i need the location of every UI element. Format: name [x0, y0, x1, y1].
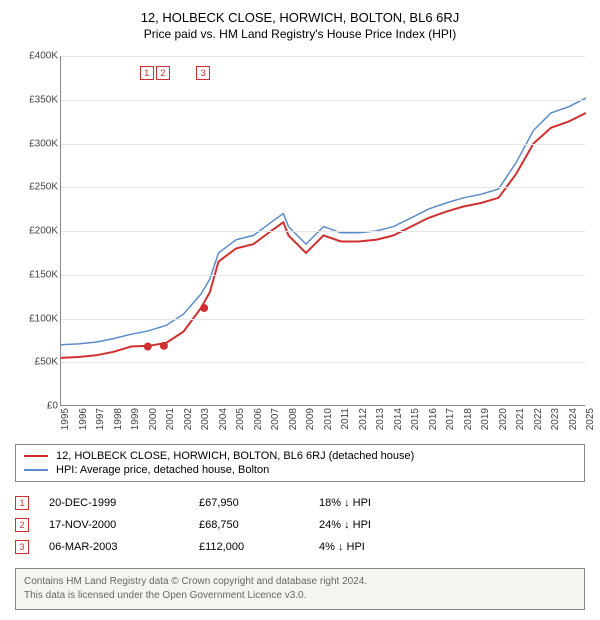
gridline: [61, 100, 585, 101]
legend-item: HPI: Average price, detached house, Bolt…: [24, 463, 576, 477]
x-tick-label: 2005: [235, 408, 246, 430]
x-tick-label: 2013: [375, 408, 386, 430]
x-tick-label: 2007: [270, 408, 281, 430]
marker-dot: [160, 342, 168, 350]
x-tick-label: 2002: [183, 408, 194, 430]
marker-label: 3: [196, 66, 210, 80]
transaction-date: 17-NOV-2000: [49, 519, 199, 531]
x-tick-label: 2019: [480, 408, 491, 430]
x-tick-label: 1996: [78, 408, 89, 430]
x-tick-label: 2024: [568, 408, 579, 430]
x-tick-label: 2010: [323, 408, 334, 430]
y-tick-label: £0: [47, 401, 58, 412]
transaction-diff: 4% ↓ HPI: [319, 541, 419, 553]
x-tick-label: 2018: [463, 408, 474, 430]
x-tick-label: 2025: [585, 408, 596, 430]
x-tick-label: 1999: [130, 408, 141, 430]
chart-title: 12, HOLBECK CLOSE, HORWICH, BOLTON, BL6 …: [15, 10, 585, 25]
x-tick-label: 2023: [550, 408, 561, 430]
x-tick-label: 2020: [498, 408, 509, 430]
legend-label: HPI: Average price, detached house, Bolt…: [56, 464, 269, 476]
y-tick-label: £400K: [29, 51, 58, 62]
transaction-price: £68,750: [199, 519, 319, 531]
chart-container: 12, HOLBECK CLOSE, HORWICH, BOLTON, BL6 …: [0, 0, 600, 620]
marker-label: 2: [156, 66, 170, 80]
series-property: [61, 113, 586, 358]
x-tick-label: 2011: [340, 408, 351, 430]
legend: 12, HOLBECK CLOSE, HORWICH, BOLTON, BL6 …: [15, 444, 585, 482]
x-tick-label: 2004: [218, 408, 229, 430]
attribution-footer: Contains HM Land Registry data © Crown c…: [15, 568, 585, 610]
legend-swatch: [24, 469, 48, 471]
footer-line-1: Contains HM Land Registry data © Crown c…: [24, 575, 576, 589]
series-hpi: [61, 98, 586, 345]
x-tick-label: 2008: [288, 408, 299, 430]
x-tick-label: 2012: [358, 408, 369, 430]
x-tick-label: 2021: [515, 408, 526, 430]
gridline: [61, 56, 585, 57]
y-tick-label: £50K: [35, 357, 58, 368]
y-tick-label: £150K: [29, 269, 58, 280]
y-tick-label: £350K: [29, 94, 58, 105]
marker-dot: [200, 304, 208, 312]
gridline: [61, 275, 585, 276]
transaction-date: 06-MAR-2003: [49, 541, 199, 553]
plot-area: [60, 56, 585, 406]
x-axis: 1995 1996 1997 1998 1999 2000 2001 2002 2003 2004…: [60, 406, 585, 436]
legend-label: 12, HOLBECK CLOSE, HORWICH, BOLTON, BL6 …: [56, 450, 414, 462]
x-tick-label: 2000: [148, 408, 159, 430]
x-tick-label: 1997: [95, 408, 106, 430]
y-tick-label: £250K: [29, 182, 58, 193]
chart-area: £0£50K£100K£150K£200K£250K£300K£350K£400…: [15, 56, 585, 436]
x-tick-label: 2015: [410, 408, 421, 430]
transaction-row: 3 06-MAR-2003£112,0004% ↓ HPI: [15, 536, 585, 558]
x-tick-label: 1998: [113, 408, 124, 430]
marker-dot: [144, 343, 152, 351]
x-tick-label: 2014: [393, 408, 404, 430]
footer-line-2: This data is licensed under the Open Gov…: [24, 589, 576, 603]
x-tick-label: 2017: [445, 408, 456, 430]
chart-subtitle: Price paid vs. HM Land Registry's House …: [15, 27, 585, 41]
y-tick-label: £300K: [29, 138, 58, 149]
y-tick-label: £100K: [29, 313, 58, 324]
transaction-index: 1: [15, 496, 29, 510]
marker-label: 1: [140, 66, 154, 80]
transaction-row: 2 17-NOV-2000£68,75024% ↓ HPI: [15, 514, 585, 536]
transactions-table: 1 20-DEC-1999£67,95018% ↓ HPI 2 17-NOV-2000…: [15, 492, 585, 558]
x-tick-label: 2003: [200, 408, 211, 430]
transaction-row: 1 20-DEC-1999£67,95018% ↓ HPI: [15, 492, 585, 514]
transaction-date: 20-DEC-1999: [49, 497, 199, 509]
transaction-price: £112,000: [199, 541, 319, 553]
legend-item: 12, HOLBECK CLOSE, HORWICH, BOLTON, BL6 …: [24, 449, 576, 463]
x-tick-label: 2022: [533, 408, 544, 430]
gridline: [61, 231, 585, 232]
transaction-index: 3: [15, 540, 29, 554]
transaction-diff: 18% ↓ HPI: [319, 497, 419, 509]
gridline: [61, 144, 585, 145]
transaction-index: 2: [15, 518, 29, 532]
gridline: [61, 362, 585, 363]
x-tick-label: 2009: [305, 408, 316, 430]
y-tick-label: £200K: [29, 226, 58, 237]
x-tick-label: 2001: [165, 408, 176, 430]
x-tick-label: 2006: [253, 408, 264, 430]
transaction-price: £67,950: [199, 497, 319, 509]
x-tick-label: 1995: [60, 408, 71, 430]
legend-swatch: [24, 455, 48, 457]
gridline: [61, 319, 585, 320]
x-tick-label: 2016: [428, 408, 439, 430]
transaction-diff: 24% ↓ HPI: [319, 519, 419, 531]
y-axis: £0£50K£100K£150K£200K£250K£300K£350K£400…: [15, 56, 60, 406]
gridline: [61, 187, 585, 188]
